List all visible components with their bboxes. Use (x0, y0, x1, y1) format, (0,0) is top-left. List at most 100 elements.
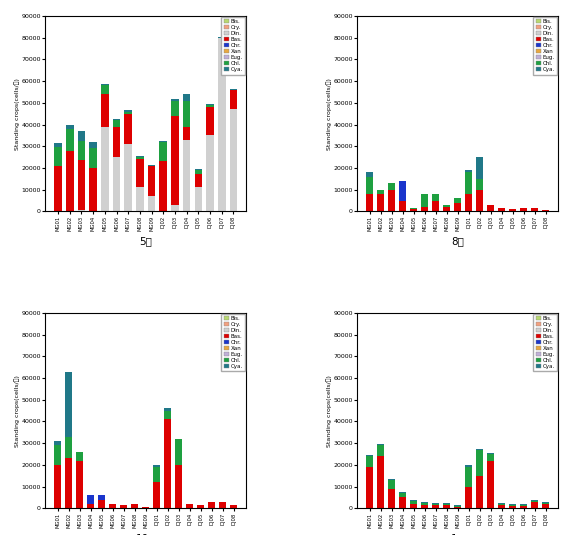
Bar (89, 168, 97, 211)
Bar (432, 194, 439, 201)
Legend: Bis., Cry., Din., Bas., Chr., Xan, Eug., Chl., Cya.: Bis., Cry., Din., Bas., Chr., Xan, Eug.,… (221, 314, 245, 371)
Bar (153, 482, 160, 508)
Bar (136, 156, 144, 157)
Bar (54, 147, 62, 166)
Bar (101, 127, 109, 211)
Bar (542, 502, 549, 503)
Bar (465, 170, 472, 172)
Bar (432, 201, 439, 211)
Bar (487, 453, 494, 454)
Bar (54, 445, 61, 465)
Bar (175, 439, 182, 465)
Bar (120, 505, 127, 508)
Bar (230, 89, 237, 90)
Bar (183, 127, 191, 140)
X-axis label: 8月: 8月 (451, 236, 464, 246)
Bar (208, 502, 215, 508)
Bar (164, 410, 171, 419)
Bar (230, 505, 237, 508)
Bar (113, 157, 120, 211)
Bar (160, 162, 167, 211)
Bar (160, 141, 167, 142)
Bar (498, 208, 505, 211)
Bar (509, 504, 516, 505)
Bar (509, 209, 516, 211)
Bar (410, 209, 417, 211)
Bar (410, 504, 417, 508)
Bar (89, 148, 97, 168)
Bar (443, 207, 450, 211)
Bar (98, 495, 105, 500)
Legend: Bis., Cry., Din., Bas., Chr., Xan, Eug., Chl., Cya.: Bis., Cry., Din., Bas., Chr., Xan, Eug.,… (534, 17, 557, 74)
Bar (531, 208, 538, 211)
Bar (171, 101, 179, 116)
Bar (366, 455, 373, 456)
Bar (454, 506, 461, 507)
Bar (421, 194, 428, 207)
Bar (206, 105, 214, 107)
Bar (377, 444, 385, 445)
Bar (465, 486, 472, 508)
Bar (153, 467, 160, 482)
Bar (101, 94, 109, 127)
Bar (113, 119, 120, 120)
Bar (454, 198, 461, 203)
Bar (148, 165, 156, 166)
Bar (542, 504, 549, 508)
Bar (377, 456, 385, 508)
Bar (78, 160, 85, 210)
Bar (399, 493, 406, 498)
Bar (101, 85, 109, 86)
Bar (476, 476, 483, 508)
Bar (54, 441, 61, 445)
Bar (153, 465, 160, 467)
Bar (520, 505, 527, 506)
Bar (66, 125, 73, 129)
Bar (520, 208, 527, 211)
Bar (148, 166, 156, 196)
Bar (195, 170, 202, 174)
Y-axis label: Standing crops(cells/㎡): Standing crops(cells/㎡) (15, 374, 20, 447)
Bar (148, 196, 156, 211)
Bar (410, 500, 417, 501)
Bar (465, 467, 472, 486)
Bar (465, 194, 472, 211)
Bar (465, 172, 472, 194)
Bar (206, 104, 214, 105)
Bar (87, 495, 94, 504)
Bar (531, 500, 538, 501)
Bar (54, 143, 62, 147)
Bar (432, 504, 439, 505)
Bar (66, 150, 73, 211)
Bar (136, 159, 144, 187)
Bar (542, 503, 549, 504)
Bar (498, 505, 505, 508)
Bar (542, 210, 549, 211)
Bar (65, 437, 72, 458)
Legend: Bis., Cry., Din., Bas., Chr., Xan, Eug., Chl., Cya.: Bis., Cry., Din., Bas., Chr., Xan, Eug.,… (534, 314, 557, 371)
Bar (421, 207, 428, 211)
Bar (476, 157, 483, 179)
Bar (142, 507, 149, 508)
Bar (87, 504, 94, 508)
Bar (366, 456, 373, 467)
Bar (531, 501, 538, 502)
Bar (76, 452, 83, 461)
Bar (366, 172, 373, 177)
Y-axis label: Standing crops(cells/㎡): Standing crops(cells/㎡) (327, 78, 332, 150)
Bar (197, 505, 204, 508)
Bar (487, 461, 494, 508)
Bar (76, 461, 83, 508)
Bar (125, 114, 132, 144)
Bar (476, 449, 483, 476)
Bar (465, 465, 472, 467)
Bar (421, 503, 428, 505)
Bar (89, 142, 97, 148)
Bar (377, 190, 385, 194)
Legend: Bis., Cry., Din., Bas., Chr., Xan, Eug., Chl., Cya.: Bis., Cry., Din., Bas., Chr., Xan, Eug.,… (221, 17, 245, 74)
Bar (195, 169, 202, 170)
Bar (171, 205, 179, 211)
Bar (421, 505, 428, 508)
X-axis label: 1月: 1月 (451, 533, 464, 535)
Bar (410, 501, 417, 504)
